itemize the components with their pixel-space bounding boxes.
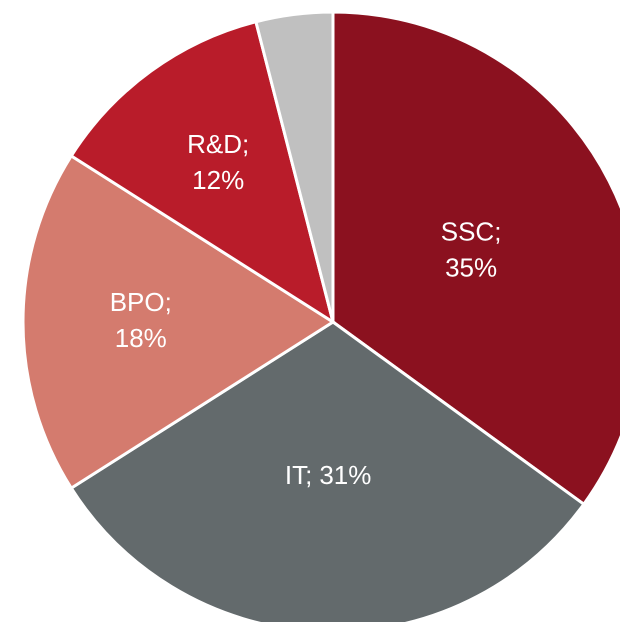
pie-slice bbox=[254, 10, 335, 323]
category-label: R&D; bbox=[187, 129, 249, 159]
value-label: 12% bbox=[192, 165, 244, 195]
data-label: BPO; 18% bbox=[110, 287, 172, 353]
category-label: BPO; bbox=[110, 287, 172, 317]
value-label: 31% bbox=[319, 460, 371, 490]
value-label: 35% bbox=[445, 253, 497, 283]
data-label: R&D; 12% bbox=[187, 129, 249, 195]
pie-slice bbox=[331, 10, 620, 507]
value-label: 18% bbox=[115, 323, 167, 353]
pie-slice bbox=[69, 19, 336, 326]
pie-slice bbox=[21, 153, 336, 491]
category-label: SSC; bbox=[441, 217, 502, 247]
category-label: IT; bbox=[285, 460, 312, 490]
data-label: SSC; 35% bbox=[441, 217, 502, 283]
pie-slice bbox=[69, 320, 586, 622]
data-label: IT; 31% bbox=[285, 460, 372, 490]
